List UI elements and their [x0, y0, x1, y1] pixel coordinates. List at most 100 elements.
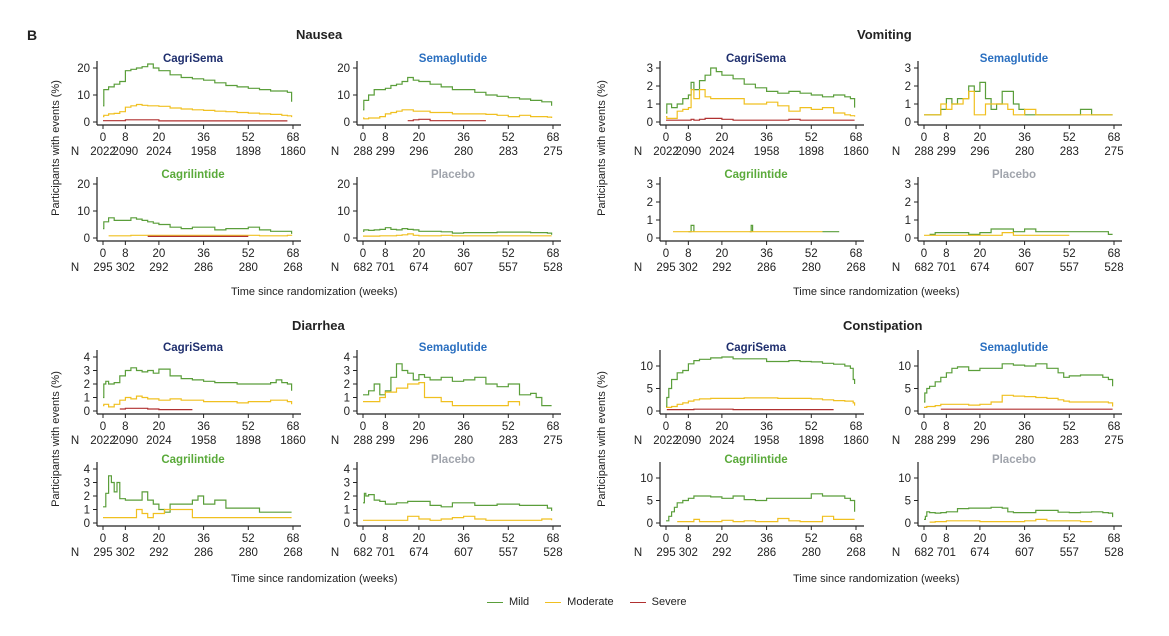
n-at-risk-value: 268	[283, 547, 302, 559]
n-at-risk-value: 286	[194, 262, 213, 274]
series-mild	[103, 63, 293, 107]
x-tick-label: 0	[663, 421, 669, 433]
n-at-risk-value: 296	[970, 435, 989, 447]
y-tick-label: 10	[337, 90, 350, 102]
y-tick-label: 10	[77, 206, 90, 218]
n-label: N	[892, 547, 900, 559]
series-moderate	[103, 395, 293, 408]
series-mild	[103, 367, 293, 399]
x-tick-label: 20	[412, 132, 425, 144]
y-tick-label: 3	[647, 63, 653, 75]
x-tick-label: 36	[1018, 132, 1031, 144]
n-at-risk-value: 299	[937, 146, 956, 158]
y-tick-label: 20	[337, 179, 350, 191]
y-tick-label: 3	[905, 63, 911, 75]
x-tick-label: 8	[943, 132, 949, 144]
arm-title: CagriSema	[726, 53, 787, 65]
n-label: N	[892, 146, 900, 158]
n-at-risk-value: 302	[679, 547, 698, 559]
series-mild	[688, 224, 840, 233]
y-tick-label: 1	[344, 505, 350, 517]
x-tick-label: 0	[100, 421, 106, 433]
n-at-risk-value: 280	[239, 547, 258, 559]
y-tick-label: 3	[344, 478, 350, 490]
n-at-risk-value: 2024	[709, 435, 735, 447]
x-axis-label-diarrhea: Time since randomization (weeks)	[231, 573, 398, 585]
n-at-risk-value: 2024	[146, 435, 172, 447]
x-tick-label: 20	[973, 533, 986, 545]
n-at-risk-value: 557	[1060, 547, 1079, 559]
n-at-risk-value: 280	[802, 262, 821, 274]
series-mild	[929, 228, 1113, 235]
x-tick-label: 0	[921, 421, 927, 433]
n-at-risk-value: 1898	[798, 146, 824, 158]
x-tick-label: 36	[760, 421, 773, 433]
n-at-risk-value: 1958	[191, 435, 217, 447]
group-title-diarrhea: Diarrhea	[292, 318, 345, 333]
n-at-risk-value: 288	[914, 435, 933, 447]
n-at-risk-value: 674	[409, 547, 429, 559]
x-tick-label: 68	[1108, 421, 1121, 433]
arm-title: Semaglutide	[980, 342, 1048, 354]
panel-vomiting-semaglutide: Semaglutide 0 1 2 3 0 288 8 299 20 296 36 280 52 283 68…	[892, 53, 1124, 158]
y-tick-label: 2	[905, 197, 911, 209]
series-moderate	[108, 234, 293, 237]
y-tick-label: 0	[84, 518, 90, 530]
panel-nausea-placebo: Placebo 0 10 20 0 682 8 701 20 674 36 607 52 557 68 528…	[331, 169, 563, 274]
n-at-risk-value: 2022	[653, 435, 679, 447]
x-tick-label: 8	[685, 248, 691, 260]
y-tick-label: 0	[647, 518, 653, 530]
n-label: N	[634, 435, 642, 447]
y-tick-label: 1	[905, 215, 911, 227]
y-tick-label: 3	[647, 179, 653, 191]
y-tick-label: 2	[84, 491, 90, 503]
arm-title: Placebo	[992, 169, 1036, 181]
n-at-risk-value: 674	[970, 262, 990, 274]
panel-diarrhea-cagrilintide: Cagrilintide0123402958302202923628652280…	[71, 454, 303, 559]
y-tick-label: 0	[905, 117, 911, 129]
n-at-risk-value: 607	[1015, 262, 1034, 274]
y-tick-label: 0	[905, 233, 911, 245]
n-label: N	[634, 262, 642, 274]
legend-swatch-mild	[487, 601, 503, 603]
series-moderate	[363, 233, 552, 237]
n-at-risk-value: 280	[454, 146, 473, 158]
y-tick-label: 1	[84, 393, 90, 405]
group-title-vomiting: Vomiting	[857, 27, 912, 42]
y-tick-label: 5	[905, 384, 911, 396]
series-moderate	[924, 90, 1113, 116]
y-tick-label: 4	[344, 464, 351, 476]
n-at-risk-value: 299	[937, 435, 956, 447]
n-at-risk-value: 295	[656, 262, 675, 274]
x-tick-label: 0	[100, 132, 106, 144]
x-tick-label: 68	[547, 248, 560, 260]
panel-constipation-placebo: Placebo 0 5 10 0 682 8 701 20 674 36 607 52 557 68 528 N	[892, 454, 1124, 559]
y-tick-label: 5	[647, 384, 653, 396]
x-tick-label: 52	[502, 533, 515, 545]
x-tick-label: 68	[287, 248, 300, 260]
n-at-risk-value: 268	[846, 262, 865, 274]
x-tick-label: 36	[1018, 421, 1031, 433]
legend-swatch-severe	[629, 601, 646, 603]
n-at-risk-value: 2090	[676, 146, 702, 158]
y-tick-label: 2	[905, 81, 911, 93]
y-tick-label: 0	[344, 117, 350, 129]
x-tick-label: 68	[1108, 248, 1121, 260]
x-tick-label: 68	[287, 421, 300, 433]
x-tick-label: 0	[663, 132, 669, 144]
n-at-risk-value: 295	[93, 262, 112, 274]
x-tick-label: 0	[360, 421, 366, 433]
n-at-risk-value: 268	[283, 262, 302, 274]
x-tick-label: 36	[197, 421, 210, 433]
x-tick-label: 36	[197, 132, 210, 144]
series-mild	[363, 76, 553, 111]
arm-title: Cagrilintide	[161, 169, 224, 181]
y-tick-label: 0	[647, 117, 653, 129]
y-tick-label: 10	[640, 473, 653, 485]
n-at-risk-value: 2024	[146, 146, 172, 158]
y-tick-label: 0	[344, 233, 350, 245]
x-tick-label: 52	[242, 533, 255, 545]
n-at-risk-value: 280	[1015, 435, 1034, 447]
group-title-constipation: Constipation	[843, 318, 923, 333]
